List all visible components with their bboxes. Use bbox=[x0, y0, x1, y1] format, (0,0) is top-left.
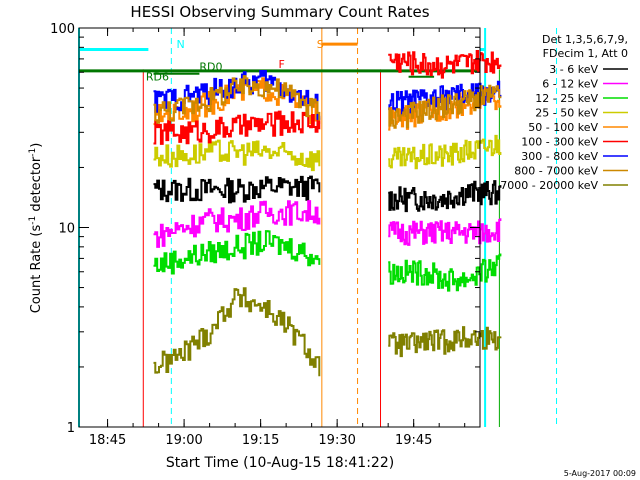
legend-header-1: FDecim 1, Att 0 bbox=[543, 47, 628, 60]
flag-label-s: S bbox=[317, 38, 324, 51]
footer-timestamp: 5-Aug-2017 00:09 bbox=[564, 469, 636, 478]
series-trace-0-1 bbox=[388, 180, 502, 213]
y-axis-label: Count Rate (s-1 detector-1) bbox=[28, 143, 44, 314]
legend-label-2: 12 - 25 keV bbox=[535, 92, 598, 105]
legend-label-8: 7000 - 20000 keV bbox=[500, 179, 598, 192]
legend-label-4: 50 - 100 keV bbox=[528, 121, 598, 134]
y-axis-label-end: ) bbox=[29, 143, 44, 148]
y-axis-label-sup1: -1 bbox=[28, 216, 38, 225]
legend-header-0: Det 1,3,5,6,7,9, bbox=[542, 33, 628, 46]
y-axis-label-main: Count Rate (s bbox=[29, 225, 44, 314]
legend-label-5: 100 - 300 keV bbox=[521, 136, 598, 149]
series-trace-3-0 bbox=[153, 139, 321, 172]
x-tick-label-3: 19:30 bbox=[318, 433, 355, 448]
x-tick-label-0: 18:45 bbox=[89, 433, 126, 448]
x-axis-label: Start Time (10-Aug-15 18:41:22) bbox=[166, 455, 394, 471]
y-tick-label-2: 100 bbox=[50, 22, 75, 37]
y-axis: 1 10 100 bbox=[50, 22, 480, 436]
y-axis-label-sup2: -1 bbox=[28, 148, 38, 157]
legend: Det 1,3,5,6,7,9,FDecim 1, Att 0 3 - 6 keV… bbox=[500, 33, 628, 192]
series-trace-1-1 bbox=[388, 218, 502, 246]
series-trace-5-0 bbox=[153, 110, 321, 145]
series-trace-0-0 bbox=[153, 175, 321, 204]
flag-label-n: N bbox=[176, 38, 184, 51]
series-trace-2-1 bbox=[388, 253, 502, 292]
legend-label-3: 25 - 50 keV bbox=[535, 107, 598, 120]
y-tick-label-0: 1 bbox=[67, 421, 75, 436]
legend-label-6: 300 - 800 keV bbox=[521, 150, 598, 163]
series-trace-2-0 bbox=[153, 230, 321, 275]
legend-label-1: 6 - 12 keV bbox=[542, 78, 598, 91]
flag-label-f: F bbox=[278, 58, 284, 71]
series-trace-3-1 bbox=[388, 134, 502, 170]
x-axis: 18:45 19:00 19:15 19:30 19:45 bbox=[89, 28, 466, 448]
series-trace-7-0 bbox=[153, 75, 321, 124]
series-trace-8-1 bbox=[388, 326, 502, 358]
x-tick-label-1: 19:00 bbox=[165, 433, 202, 448]
chart-title: HESSI Observing Summary Count Rates bbox=[130, 3, 429, 21]
legend-label-7: 800 - 7000 keV bbox=[514, 165, 598, 178]
x-tick-label-2: 19:15 bbox=[242, 433, 279, 448]
series-trace-7-1 bbox=[388, 84, 502, 129]
series-layer bbox=[153, 50, 502, 377]
flag-label-rd0: RD0 bbox=[199, 61, 222, 74]
series-trace-5-1 bbox=[388, 50, 502, 79]
series-trace-1-0 bbox=[153, 200, 321, 248]
x-tick-label-4: 19:45 bbox=[395, 433, 432, 448]
series-trace-8-0 bbox=[153, 287, 321, 377]
y-tick-label-1: 10 bbox=[58, 222, 75, 237]
legend-label-0: 3 - 6 keV bbox=[549, 63, 598, 76]
y-axis-label-mid: detector bbox=[29, 156, 44, 216]
flag-label-rd6: RD6 bbox=[146, 71, 169, 84]
